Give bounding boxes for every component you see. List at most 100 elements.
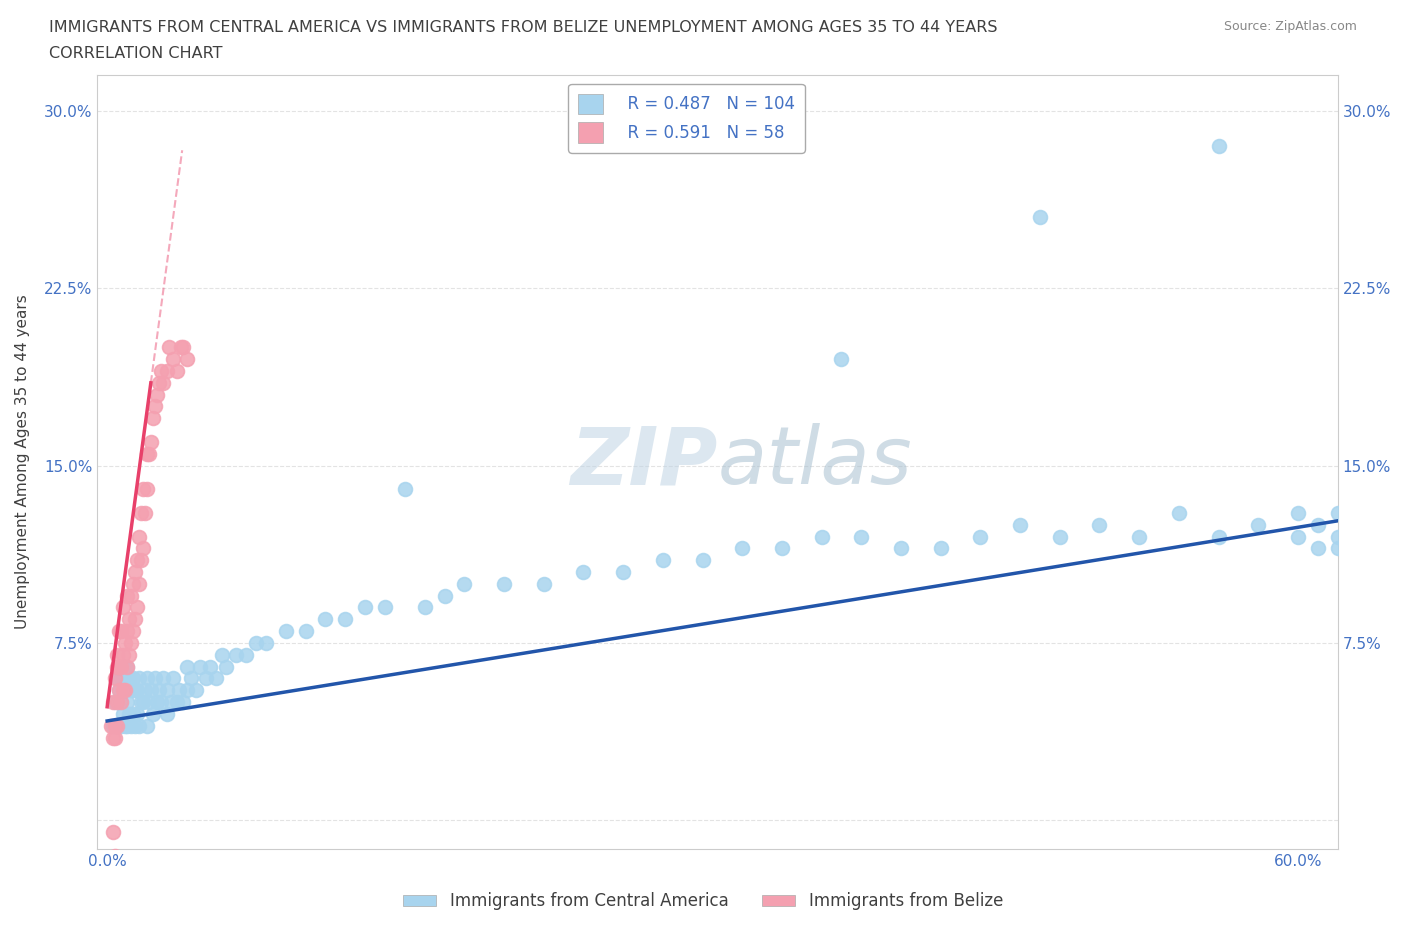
Point xyxy=(172,340,194,355)
Point xyxy=(110,659,132,674)
Point xyxy=(132,695,155,710)
Point xyxy=(125,683,148,698)
Point xyxy=(225,647,247,662)
Point xyxy=(114,683,136,698)
Point xyxy=(433,588,456,603)
Point xyxy=(354,600,377,615)
Point xyxy=(110,624,132,639)
Point xyxy=(108,683,131,698)
Point xyxy=(105,718,128,733)
Point xyxy=(149,364,172,379)
Point xyxy=(128,577,150,591)
Point xyxy=(134,505,156,520)
Point xyxy=(1346,529,1368,544)
Point xyxy=(1346,529,1368,544)
Point xyxy=(1167,505,1189,520)
Point xyxy=(115,624,138,639)
Text: Source: ZipAtlas.com: Source: ZipAtlas.com xyxy=(1223,20,1357,33)
Point xyxy=(138,446,160,461)
Point xyxy=(122,671,145,685)
Point xyxy=(108,872,131,887)
Point xyxy=(125,707,148,722)
Point xyxy=(105,647,128,662)
Point xyxy=(176,352,198,366)
Point xyxy=(1346,529,1368,544)
Point xyxy=(394,482,416,497)
Point xyxy=(294,624,316,639)
Point xyxy=(124,565,146,579)
Point xyxy=(929,541,952,556)
Point xyxy=(122,624,145,639)
Point xyxy=(149,695,172,710)
Point xyxy=(105,659,128,674)
Point xyxy=(572,565,595,579)
Point xyxy=(110,695,132,710)
Point xyxy=(110,718,132,733)
Point xyxy=(692,552,714,567)
Point xyxy=(132,482,155,497)
Point xyxy=(142,411,165,426)
Point xyxy=(335,612,357,627)
Point xyxy=(169,340,191,355)
Point xyxy=(205,671,228,685)
Point xyxy=(105,695,128,710)
Point xyxy=(115,659,138,674)
Point xyxy=(124,683,146,698)
Point xyxy=(105,718,128,733)
Point xyxy=(120,718,142,733)
Point xyxy=(1326,505,1348,520)
Point xyxy=(125,600,148,615)
Point xyxy=(108,683,131,698)
Point xyxy=(254,635,277,650)
Point xyxy=(1029,210,1052,225)
Point xyxy=(112,600,135,615)
Point xyxy=(152,671,174,685)
Point xyxy=(533,577,555,591)
Point xyxy=(851,529,873,544)
Point xyxy=(162,671,184,685)
Point xyxy=(156,707,179,722)
Point xyxy=(112,707,135,722)
Point xyxy=(166,364,188,379)
Point xyxy=(770,541,793,556)
Point xyxy=(115,718,138,733)
Point xyxy=(413,600,436,615)
Point xyxy=(104,695,127,710)
Point xyxy=(180,671,202,685)
Point xyxy=(122,707,145,722)
Y-axis label: Unemployment Among Ages 35 to 44 years: Unemployment Among Ages 35 to 44 years xyxy=(15,295,30,630)
Point xyxy=(143,399,166,414)
Point xyxy=(1208,139,1230,153)
Point xyxy=(139,683,162,698)
Point xyxy=(1286,529,1309,544)
Point xyxy=(1049,529,1071,544)
Point xyxy=(166,695,188,710)
Point xyxy=(114,659,136,674)
Point xyxy=(108,659,131,674)
Point xyxy=(274,624,297,639)
Point xyxy=(134,683,156,698)
Point xyxy=(235,647,257,662)
Point xyxy=(128,529,150,544)
Point xyxy=(118,671,141,685)
Point xyxy=(108,695,131,710)
Point xyxy=(167,683,190,698)
Point xyxy=(129,552,152,567)
Point xyxy=(118,612,141,627)
Point xyxy=(124,718,146,733)
Point xyxy=(1306,541,1329,556)
Point xyxy=(190,659,212,674)
Point xyxy=(122,577,145,591)
Point xyxy=(969,529,991,544)
Point xyxy=(1010,517,1032,532)
Point xyxy=(1306,517,1329,532)
Point xyxy=(142,707,165,722)
Point xyxy=(176,659,198,674)
Point xyxy=(1208,529,1230,544)
Point xyxy=(135,718,157,733)
Legend: Immigrants from Central America, Immigrants from Belize: Immigrants from Central America, Immigra… xyxy=(396,885,1010,917)
Point xyxy=(104,718,127,733)
Point xyxy=(132,541,155,556)
Point xyxy=(110,884,132,898)
Point xyxy=(114,683,136,698)
